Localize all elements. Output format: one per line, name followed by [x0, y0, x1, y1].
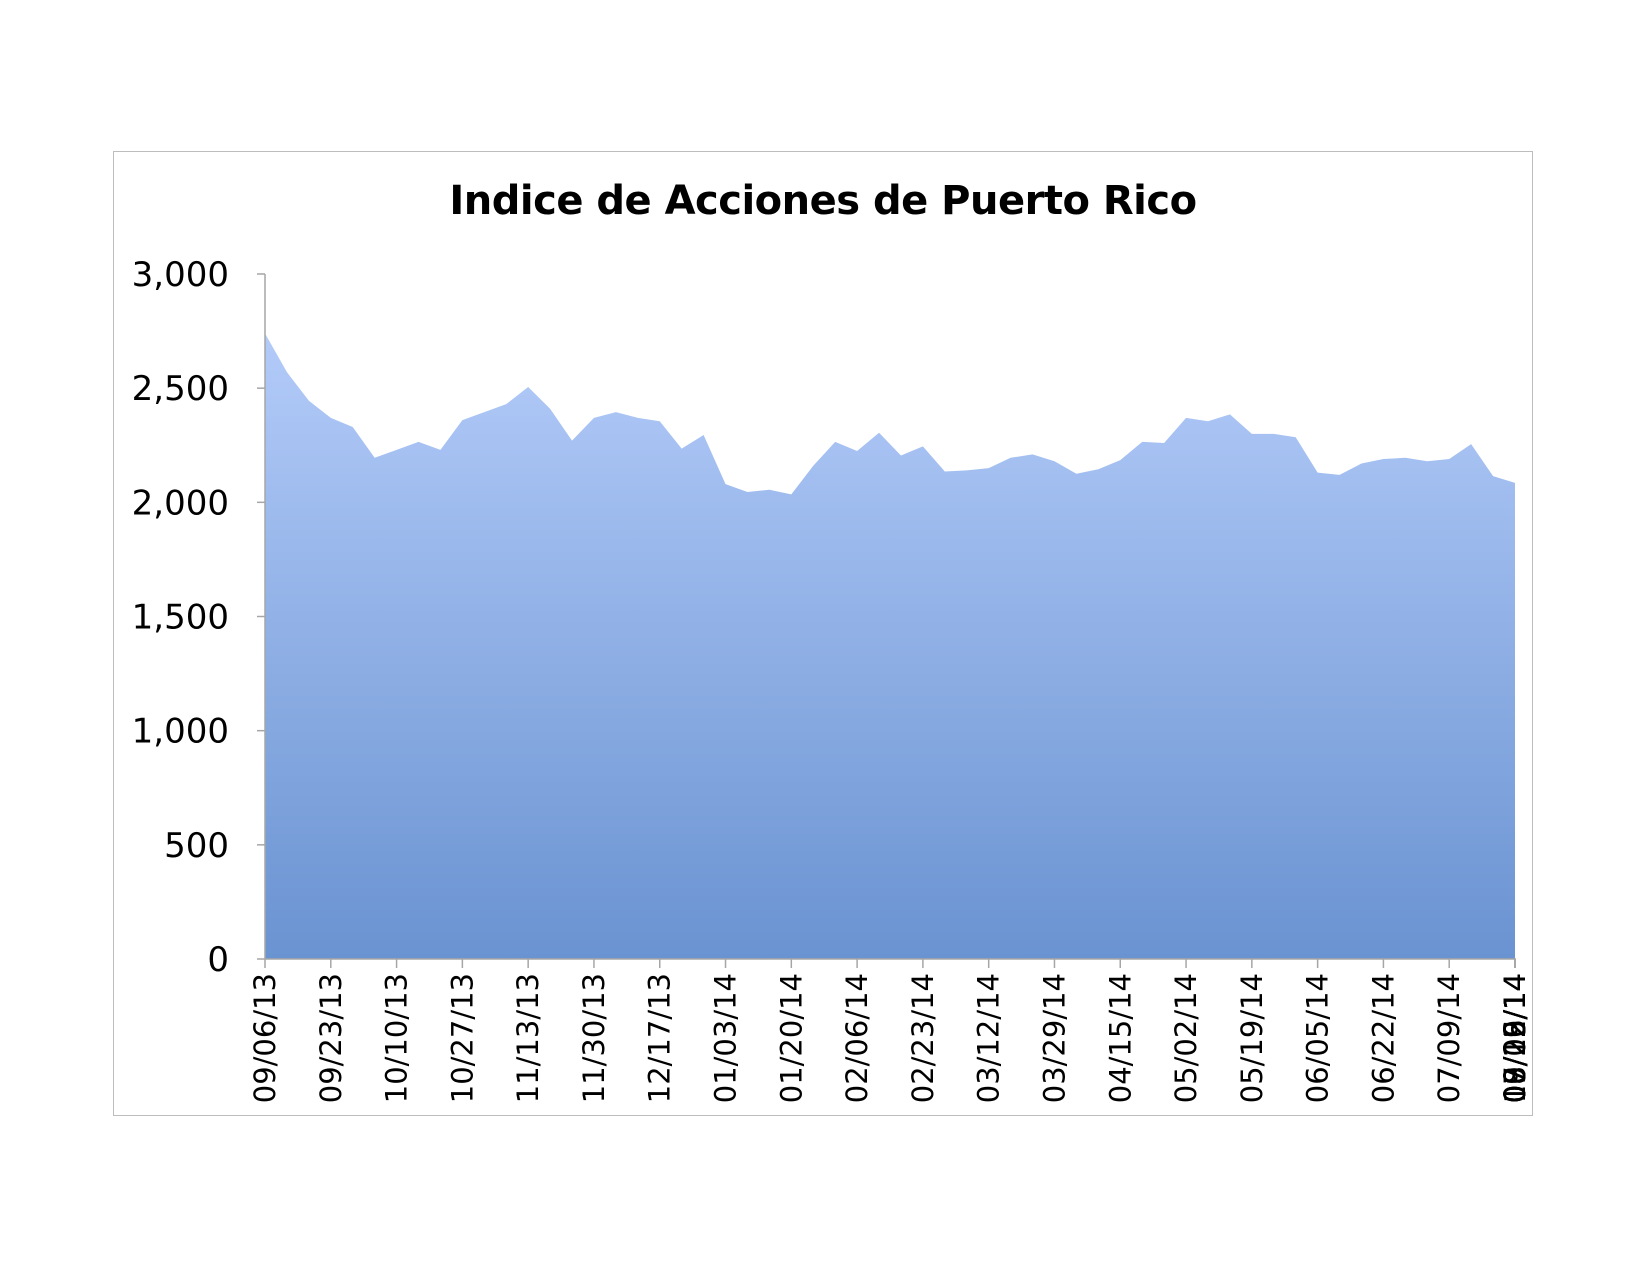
area-layer	[265, 333, 1515, 959]
x-tick-label: 10/02/14	[1498, 973, 1532, 1103]
chart-title: Indice de Acciones de Puerto Rico	[449, 178, 1197, 224]
x-tick-label: 09/06/13	[248, 973, 282, 1103]
y-tick-label: 3,000	[132, 255, 229, 295]
x-tick-label: 02/06/14	[840, 973, 874, 1103]
x-tick-label: 03/12/14	[972, 973, 1006, 1103]
x-tick-labels: 09/06/13 09/23/13 10/10/13 10/27/13 11/13/13…	[248, 973, 1532, 1103]
y-tick-label: 2,000	[132, 483, 229, 523]
x-tick-label: 08/29/14	[1498, 973, 1532, 1103]
chart-frame: Indice de Acciones de Puerto Rico 0 500 1,…	[113, 151, 1533, 1116]
x-tick-label: 03/29/14	[1037, 973, 1071, 1103]
y-tick-label: 500	[164, 826, 229, 866]
x-tick-label: 04/15/14	[1103, 973, 1137, 1103]
x-tick-label: 08/12/14	[1498, 973, 1532, 1103]
x-tick-label: 07/09/14	[1432, 973, 1466, 1103]
x-tick-label: 06/05/14	[1301, 973, 1335, 1103]
x-tick-label: 11/13/13	[511, 973, 545, 1103]
y-tick-label: 1,000	[132, 712, 229, 752]
x-tick-label: 10/27/13	[445, 973, 479, 1103]
x-tick-label: 02/23/14	[906, 973, 940, 1103]
x-tick-label: 01/20/14	[774, 973, 808, 1103]
y-tick-label: 2,500	[132, 369, 229, 409]
x-tick-label: 05/02/14	[1169, 973, 1203, 1103]
y-tick-label: 1,500	[132, 598, 229, 638]
x-tick-label: 01/03/14	[709, 973, 743, 1103]
x-tick-label: 09/15/14	[1498, 973, 1532, 1103]
y-tick-labels: 0 500 1,000 1,500 2,000 2,500 3,000	[132, 255, 229, 980]
x-tick-label: 06/22/14	[1366, 973, 1400, 1103]
y-tick-label: 0	[207, 940, 229, 980]
x-tick-label: 11/30/13	[577, 973, 611, 1103]
x-tick-label: 09/23/13	[314, 973, 348, 1103]
x-tick-label: 05/19/14	[1235, 973, 1269, 1103]
area-series	[265, 333, 1515, 959]
axis-layer	[257, 273, 1516, 968]
x-tick-label: 10/10/13	[380, 973, 414, 1103]
x-tick-label: 07/26/14	[1498, 973, 1532, 1103]
x-tick-label: 12/17/13	[643, 973, 677, 1103]
